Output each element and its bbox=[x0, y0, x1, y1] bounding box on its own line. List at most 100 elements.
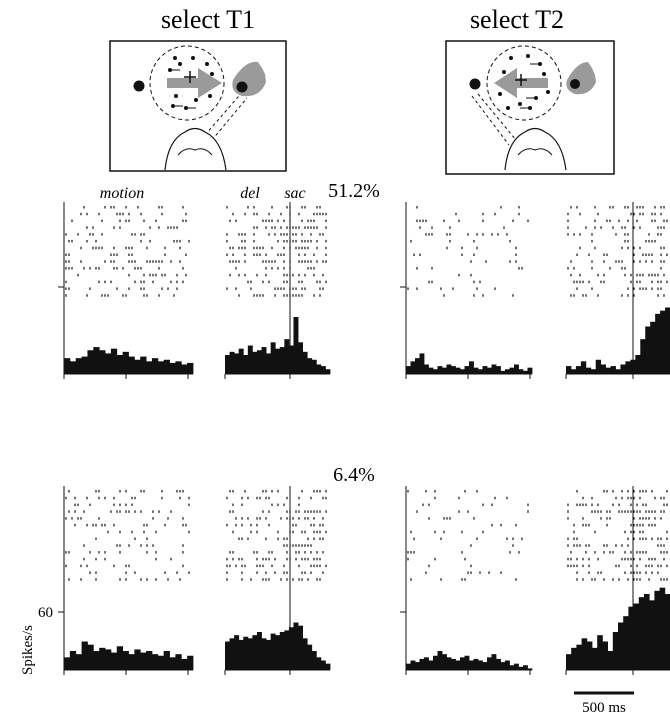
psth-bar bbox=[635, 355, 641, 374]
psth-bar bbox=[275, 635, 281, 670]
psth-bar bbox=[81, 356, 88, 374]
psth-bar bbox=[105, 353, 112, 374]
psth-bar bbox=[234, 353, 240, 374]
psth-bar bbox=[415, 662, 420, 670]
psth-bar bbox=[514, 663, 519, 670]
psth-bar bbox=[566, 654, 572, 670]
psth-bar bbox=[270, 633, 276, 670]
psth-bar bbox=[464, 366, 470, 374]
panel-T1-sac-1 bbox=[224, 486, 331, 675]
psth-bar bbox=[247, 638, 253, 670]
psth-bar bbox=[279, 347, 285, 374]
psth-bar bbox=[655, 313, 661, 374]
psth-bar bbox=[266, 353, 272, 374]
monkey-brow bbox=[517, 148, 553, 156]
psth-bar bbox=[99, 647, 106, 670]
psth-bar bbox=[659, 587, 666, 670]
motion-aperture bbox=[486, 45, 562, 121]
psth-bar bbox=[81, 641, 88, 670]
psth-bar bbox=[473, 367, 479, 374]
schematic-frame bbox=[445, 40, 615, 175]
gaze-lines bbox=[471, 93, 517, 146]
psth-bar bbox=[455, 660, 461, 670]
psth-bar bbox=[469, 660, 474, 670]
psth-bar bbox=[270, 342, 276, 374]
psth-bar bbox=[595, 359, 602, 374]
psth-bar bbox=[284, 630, 290, 670]
psth-bar bbox=[500, 662, 506, 670]
psth-bar bbox=[410, 660, 416, 670]
motion-arrow-right bbox=[167, 68, 222, 98]
dot-motion-vectors bbox=[520, 63, 540, 109]
panel-title-t2: select T2 bbox=[470, 5, 564, 34]
psth-bar bbox=[252, 635, 258, 670]
psth-bar bbox=[320, 366, 326, 374]
psth-bar bbox=[64, 358, 71, 374]
psth-bar bbox=[187, 655, 194, 670]
psth-bar bbox=[576, 644, 582, 670]
psth-bar bbox=[491, 654, 497, 670]
psth-bar bbox=[638, 597, 645, 670]
psth-bar bbox=[302, 638, 308, 670]
psth-bar bbox=[455, 367, 461, 374]
psth-bar bbox=[640, 339, 646, 374]
psth-bar bbox=[316, 657, 322, 670]
psth-bar bbox=[116, 646, 124, 670]
raster-psth-panels bbox=[58, 202, 670, 675]
psth-bar bbox=[288, 627, 294, 670]
psth-bar bbox=[433, 369, 438, 374]
psth-bar bbox=[99, 350, 106, 374]
psth-bar bbox=[266, 639, 272, 670]
psth-bar bbox=[75, 654, 82, 670]
psth-bar bbox=[293, 622, 299, 670]
psth-bar bbox=[140, 356, 147, 374]
psth-bar bbox=[433, 655, 438, 670]
target-t1-dot bbox=[570, 79, 580, 89]
psth-bar bbox=[93, 347, 100, 374]
psth-bar bbox=[75, 358, 82, 374]
psth-bar bbox=[514, 364, 519, 374]
response-field-wedge bbox=[566, 62, 596, 95]
epoch-label-delay: del bbox=[240, 185, 260, 202]
psth-bar bbox=[625, 361, 631, 374]
psth-bar bbox=[110, 652, 118, 670]
target-t1-dot bbox=[236, 81, 248, 93]
psth-bar bbox=[225, 641, 230, 670]
psth-bar bbox=[146, 651, 153, 670]
psth-bar bbox=[275, 348, 281, 374]
target-t2-dot bbox=[469, 78, 481, 90]
psth-bar bbox=[628, 606, 634, 670]
psth-bar bbox=[600, 364, 607, 374]
psth-bar bbox=[181, 658, 188, 670]
coherence-label-high: 51.2% bbox=[328, 180, 380, 202]
psth-bar bbox=[482, 366, 488, 374]
psth-bar bbox=[607, 651, 614, 670]
psth-bar bbox=[256, 632, 262, 670]
gaze-lines bbox=[204, 95, 248, 141]
psth-bar bbox=[518, 369, 524, 374]
psth-bar bbox=[571, 647, 577, 670]
psth-bar bbox=[451, 366, 456, 374]
psth-bar bbox=[325, 369, 331, 374]
psth-bar bbox=[181, 364, 188, 374]
psth-bar bbox=[316, 364, 322, 374]
psth-bar bbox=[615, 369, 621, 374]
psth-bar bbox=[650, 321, 656, 374]
psth-bar bbox=[505, 660, 510, 670]
psth-bar bbox=[69, 361, 77, 374]
psth-bar bbox=[590, 369, 597, 374]
psth-bar bbox=[93, 651, 100, 670]
psth-bar bbox=[505, 369, 510, 374]
psth-bar bbox=[157, 361, 165, 374]
psth-bar bbox=[410, 361, 416, 374]
psth-bar bbox=[460, 369, 465, 374]
psth-bar bbox=[620, 364, 626, 374]
psth-bar bbox=[527, 367, 533, 374]
psth-bar bbox=[580, 361, 587, 374]
psth-bar bbox=[128, 654, 135, 670]
psth-bar bbox=[229, 638, 235, 670]
psth-bar bbox=[566, 366, 572, 374]
psth-bar bbox=[523, 370, 528, 374]
psth-bar bbox=[302, 351, 308, 374]
psth-bar bbox=[446, 657, 452, 670]
